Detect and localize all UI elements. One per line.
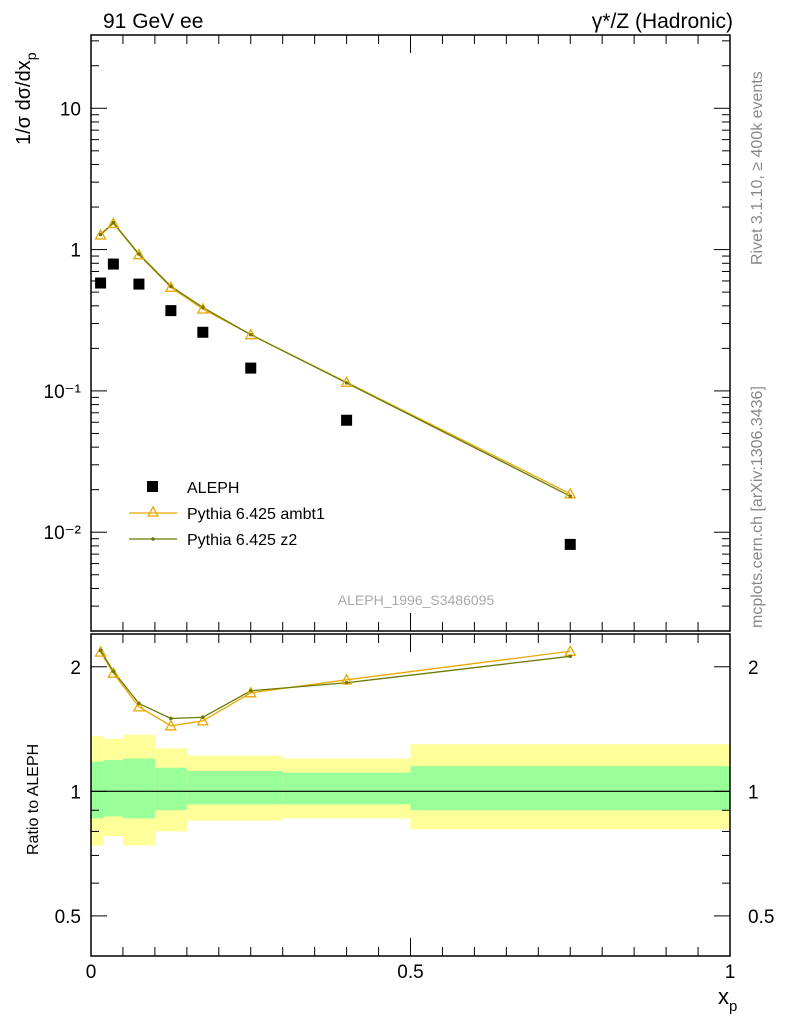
ratio-band-inner	[186, 770, 283, 805]
main-y-tick-label: 10	[60, 99, 81, 120]
ratio-band-inner	[103, 760, 123, 817]
x-axis-label-text: x	[718, 984, 729, 1009]
main-aleph-point	[341, 414, 353, 426]
x-axis-label: xp	[718, 984, 737, 1015]
legend-z2-label: Pythia 6.425 z2	[187, 532, 297, 549]
main-y-axis-label-text: 1/σ dσ/dx	[13, 60, 35, 145]
main-aleph-point	[133, 278, 145, 290]
legend: ALEPH Pythia 6.425 ambt1 Pythia 6.425 z2	[129, 480, 325, 549]
main-plot-frame	[90, 34, 731, 632]
main-y-tick-label: 1	[70, 241, 81, 262]
ratio-z2-point	[201, 715, 205, 720]
ratio-y-tick-label-right: 1	[748, 782, 759, 803]
main-aleph-point	[165, 305, 177, 317]
ratio-band-inner	[122, 758, 155, 819]
ratio-band-inner	[91, 761, 104, 819]
main-aleph-point	[564, 538, 576, 550]
mcplots-label: mcplots.cern.ch [arXiv:1306.3436]	[749, 386, 766, 628]
ratio-y-tick-label-left: 0.5	[55, 907, 81, 928]
ratio-z2-point	[98, 648, 103, 653]
ratio-plot-frame	[90, 633, 731, 957]
ratio-band-inner	[410, 766, 730, 811]
x-tick-label: 1	[725, 962, 736, 983]
legend-ambt1-marker	[146, 505, 160, 517]
main-y-tick-label: 10⁻¹	[44, 382, 82, 403]
x-axis-label-sub: p	[729, 998, 737, 1015]
ratio-ambt1-point	[196, 714, 209, 726]
main-z2-point	[248, 332, 253, 337]
legend-z2-marker	[151, 537, 155, 541]
rivet-version-label: Rivet 3.1.10, ≥ 400k events	[749, 71, 766, 265]
main-ambt1-line	[100, 222, 571, 495]
main-ambt1-point	[107, 217, 120, 229]
main-ambt1-point	[244, 328, 257, 340]
ratio-z2-point	[169, 716, 173, 721]
legend-aleph-marker	[147, 481, 158, 492]
ratio-y-axis-label: Ratio to ALEPH	[25, 744, 42, 855]
legend-aleph-label: ALEPH	[187, 480, 239, 497]
main-aleph-point	[245, 362, 257, 374]
main-ambt1-point	[132, 248, 146, 260]
process-label: γ*/Z (Hadronic)	[592, 10, 733, 33]
main-z2-point	[568, 494, 573, 498]
ratio-z2-point	[111, 669, 116, 674]
ratio-z2-point	[344, 680, 349, 685]
main-ambt1-point	[164, 281, 177, 293]
ratio-z2-point	[137, 701, 141, 706]
main-z2-point	[201, 305, 205, 310]
ratio-ambt1-point	[94, 645, 107, 657]
main-z2-point	[169, 284, 173, 289]
x-tick-label: 0	[86, 962, 97, 983]
ratio-z2-point	[248, 688, 253, 693]
main-z2-point	[137, 252, 141, 256]
main-z2-line	[100, 221, 571, 497]
ratio-y-tick-label-right: 0.5	[748, 907, 774, 928]
ratio-ambt1-point	[107, 666, 120, 678]
ratio-ambt1-point	[132, 700, 146, 712]
main-y-axis-label: 1/σ dσ/dxp	[13, 52, 39, 145]
main-y-axis-label-sub: p	[23, 52, 39, 60]
ratio-ambt1-point	[164, 719, 177, 731]
main-aleph-point	[197, 326, 209, 338]
main-ambt1-point	[340, 375, 353, 387]
main-ambt1-point	[196, 302, 209, 314]
ratio-ambt1-point	[244, 686, 257, 698]
analysis-watermark: ALEPH_1996_S3486095	[338, 592, 495, 608]
ratio-y-tick-label-right: 2	[748, 658, 759, 679]
main-aleph-point	[95, 277, 107, 289]
ratio-band-inner	[154, 767, 187, 811]
legend-ambt1-label: Pythia 6.425 ambt1	[187, 506, 325, 523]
ratio-band-inner	[282, 772, 411, 805]
ratio-z2-point	[568, 654, 573, 659]
x-tick-label: 0.5	[397, 962, 423, 983]
main-aleph-point	[107, 258, 119, 270]
main-z2-point	[98, 232, 103, 237]
main-z2-point	[111, 220, 116, 225]
ratio-y-tick-label-left: 1	[70, 782, 81, 803]
energy-label: 91 GeV ee	[103, 10, 203, 33]
main-y-tick-label: 10⁻²	[44, 523, 82, 544]
ratio-ambt1-point	[564, 644, 577, 656]
ratio-ambt1-line	[100, 650, 571, 727]
main-ambt1-point	[94, 228, 107, 240]
main-z2-point	[344, 381, 349, 385]
ratio-y-tick-label-left: 2	[70, 658, 81, 679]
